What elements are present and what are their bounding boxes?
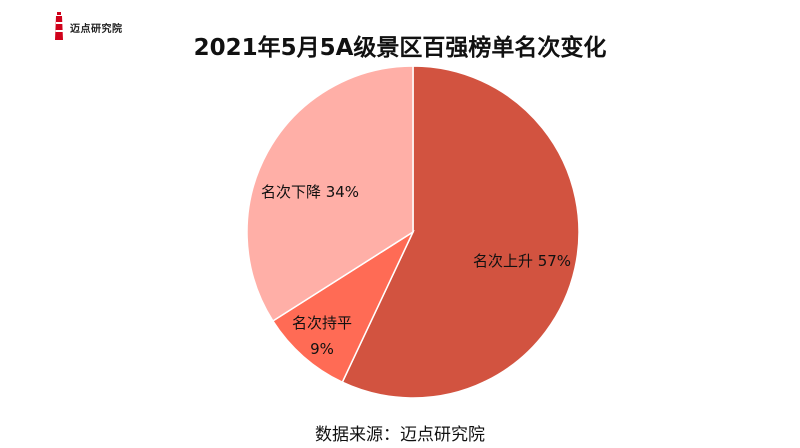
pie-slice xyxy=(271,229,415,384)
data-source: 数据来源：迈点研究院 xyxy=(315,425,485,445)
slice-label: 名次持平 9% xyxy=(292,314,352,358)
pie-slice xyxy=(341,65,580,399)
pie-slice xyxy=(246,65,414,322)
chart-title: 2021年5月5A级景区百强榜单名次变化 xyxy=(193,35,607,61)
logo: 迈点研究院 xyxy=(50,10,130,44)
lighthouse-icon xyxy=(55,12,64,40)
slice-label: 名次下降 34% xyxy=(261,183,359,201)
logo-brand-text: 迈点研究院 xyxy=(70,24,123,35)
slice-label: 名次上升 57% xyxy=(473,252,571,270)
